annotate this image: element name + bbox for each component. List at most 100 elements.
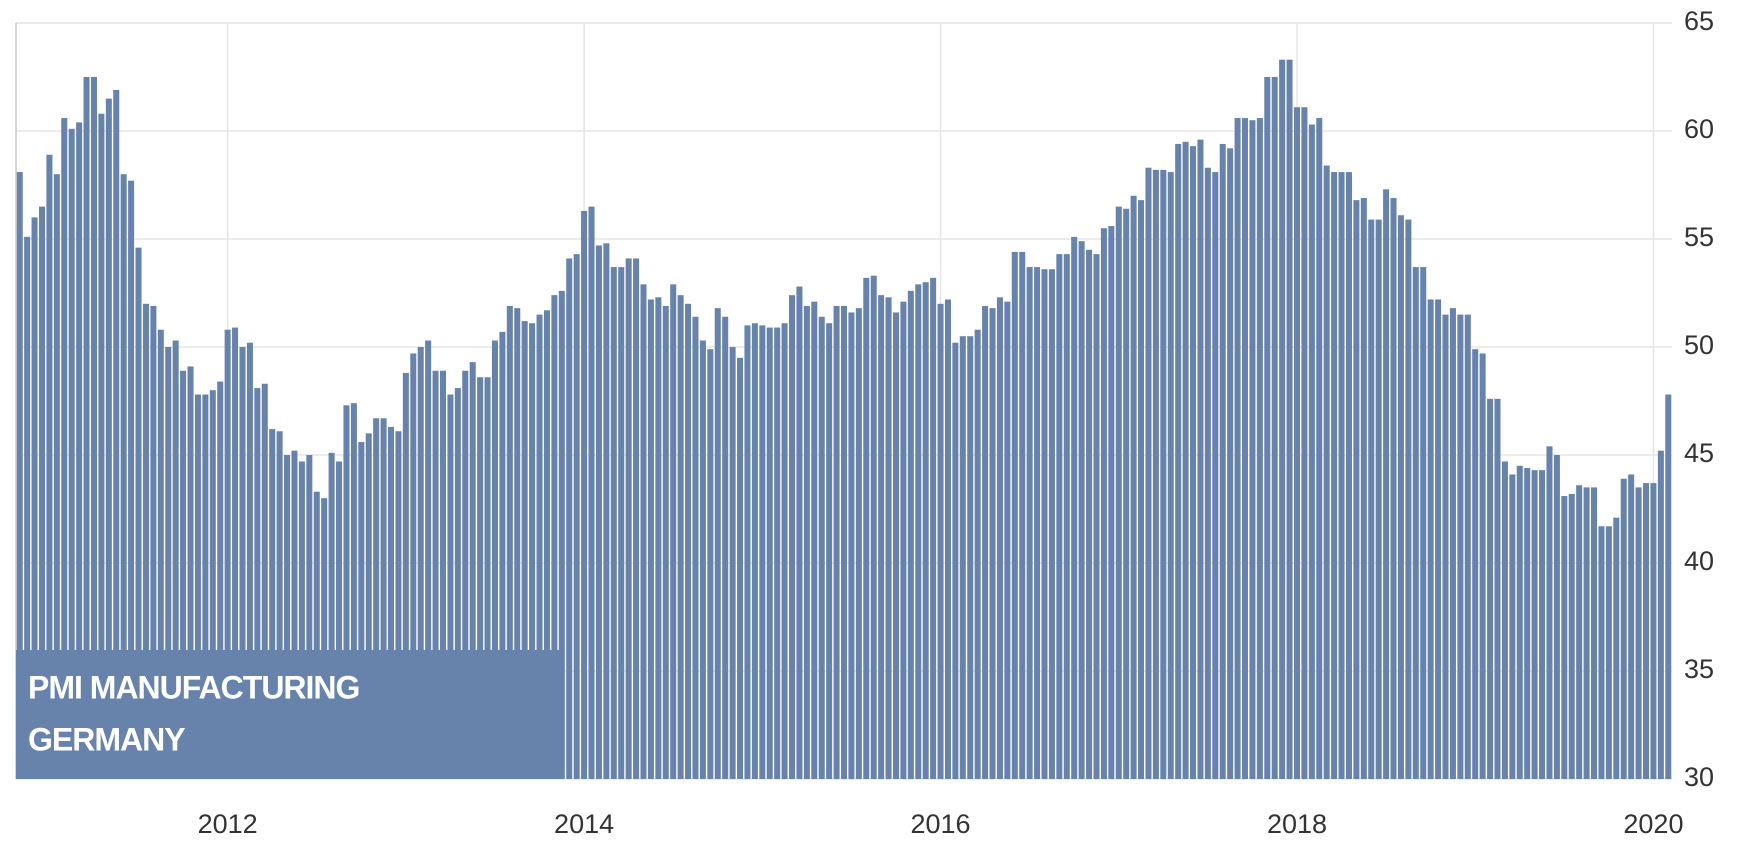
bar: [922, 282, 929, 779]
bar: [610, 267, 617, 779]
bar: [1264, 77, 1271, 779]
bar: [1635, 487, 1642, 779]
bar: [974, 329, 981, 779]
bar: [1256, 118, 1263, 780]
bar: [1323, 165, 1330, 779]
bar: [618, 267, 625, 779]
bar: [499, 331, 506, 779]
bar: [1665, 394, 1672, 779]
bar: [1501, 461, 1508, 779]
bar: [714, 308, 721, 779]
bar: [209, 390, 216, 779]
bar: [1368, 219, 1375, 779]
bar: [1472, 349, 1479, 779]
y-tick-label: 60: [1684, 114, 1714, 144]
bar: [1591, 487, 1598, 779]
bar: [1130, 195, 1137, 780]
x-tick-label: 2016: [910, 809, 970, 839]
bar: [284, 455, 291, 779]
bar: [350, 403, 357, 779]
bar: [692, 316, 699, 779]
bar: [1598, 526, 1605, 779]
bar: [685, 303, 692, 779]
bar: [135, 247, 142, 779]
bar: [944, 299, 951, 779]
bar: [625, 258, 632, 779]
bar: [1524, 467, 1531, 779]
bar: [1175, 143, 1182, 779]
bar: [1048, 269, 1055, 779]
bar: [833, 305, 840, 779]
bar: [536, 314, 543, 779]
bar: [1241, 118, 1249, 780]
y-tick-label: 65: [1684, 6, 1714, 36]
bar: [1145, 167, 1152, 780]
bar: [1427, 299, 1434, 779]
bar: [1108, 226, 1115, 780]
bar: [892, 312, 899, 779]
bar: [907, 290, 914, 779]
bar: [543, 310, 550, 779]
bar: [276, 431, 283, 779]
bar: [1034, 267, 1041, 779]
bar: [1249, 120, 1256, 779]
bar: [358, 442, 365, 779]
y-tick-label: 45: [1684, 438, 1714, 468]
bar: [194, 394, 201, 779]
bar: [306, 455, 313, 779]
bar: [1657, 450, 1664, 779]
bar: [439, 370, 447, 779]
bar: [388, 426, 395, 779]
x-tick-label: 2012: [198, 809, 258, 839]
bar: [1353, 200, 1360, 779]
bar: [98, 113, 105, 780]
bar: [952, 342, 959, 779]
bar: [1494, 398, 1501, 779]
bar: [558, 290, 565, 779]
bar: [1487, 398, 1494, 779]
bar: [432, 370, 439, 779]
bar: [1561, 496, 1568, 779]
x-tick-label: 2014: [554, 809, 614, 839]
bar: [1576, 485, 1583, 779]
bar: [707, 349, 714, 779]
bar: [1227, 148, 1234, 779]
bar: [1182, 141, 1189, 780]
bar: [789, 295, 796, 779]
bar: [1197, 139, 1204, 779]
bar: [365, 433, 372, 779]
bar: [61, 118, 68, 780]
bar: [1167, 172, 1174, 780]
bar: [417, 347, 424, 779]
bar: [1375, 219, 1382, 779]
bar: [187, 366, 194, 779]
bar: [1063, 254, 1070, 779]
bar: [878, 295, 885, 779]
bar: [239, 347, 246, 779]
bar: [996, 297, 1003, 779]
bar: [737, 357, 744, 779]
bar: [1286, 59, 1293, 780]
bar: [1405, 219, 1412, 779]
bar: [1204, 167, 1211, 780]
bar: [291, 450, 298, 779]
bar: [1605, 526, 1612, 779]
bar: [781, 323, 788, 779]
y-tick-label: 55: [1684, 222, 1714, 252]
bar: [967, 336, 974, 779]
bar: [336, 461, 343, 779]
bar: [863, 277, 870, 779]
bar: [1383, 189, 1390, 779]
bar: [395, 431, 402, 779]
bar: [1279, 59, 1286, 780]
bar: [373, 418, 380, 779]
bar: [38, 206, 46, 780]
bar: [1539, 470, 1546, 779]
bar: [31, 217, 38, 779]
bar: [1123, 208, 1130, 779]
bar: [1316, 118, 1323, 780]
bar: [1026, 267, 1033, 779]
bar: [157, 329, 164, 779]
bar: [1457, 314, 1464, 779]
bar: [729, 347, 736, 779]
